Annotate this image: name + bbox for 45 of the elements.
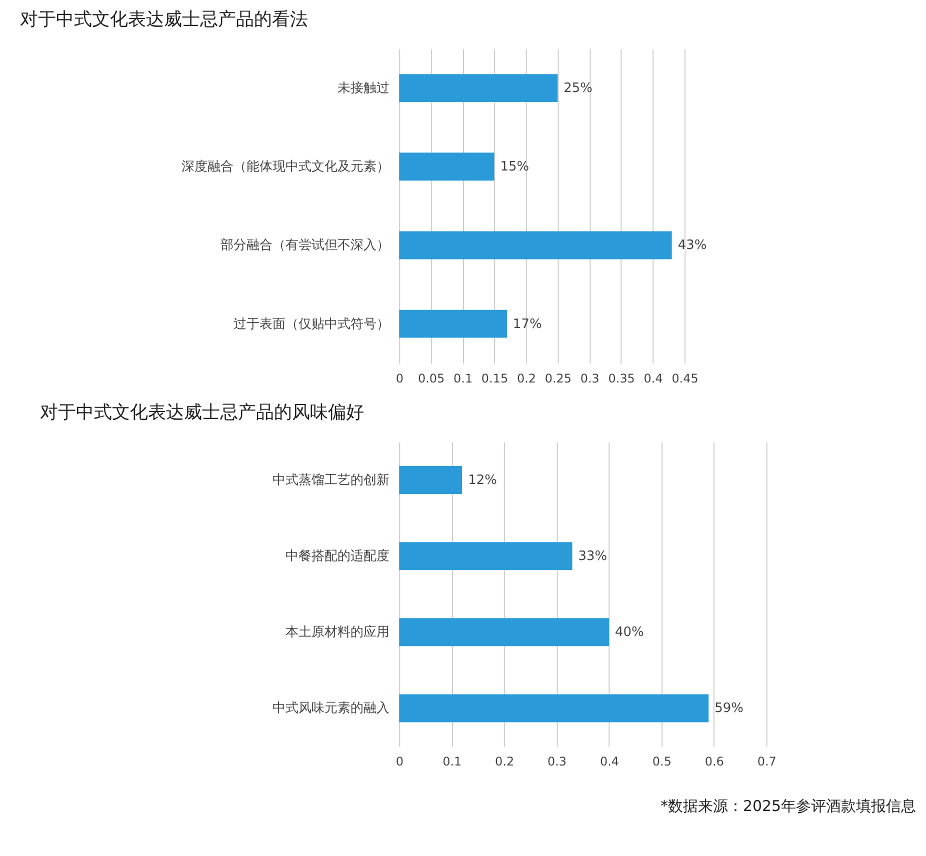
x-tick-label: 0.2: [495, 754, 514, 769]
x-tick-label: 0.3: [547, 754, 567, 769]
y-tick-label: 中式风味元素的融入: [272, 701, 390, 716]
x-tick-label: 0.4: [644, 372, 663, 386]
x-tick-label: 0: [396, 754, 404, 769]
x-tick-label: 0: [396, 372, 404, 386]
bar: [399, 542, 572, 570]
bar: [399, 231, 672, 260]
bar: [399, 466, 462, 494]
x-tick-label: 0.2: [516, 372, 536, 386]
text: 对于中式文化表达威士忌产品的风味偏好: [40, 402, 364, 423]
x-tick-label: 0.5: [652, 754, 672, 769]
x-tick-label: 0.6: [704, 754, 724, 769]
x-tick-label: 0.25: [544, 372, 572, 386]
y-tick-label: 本土原材料的应用: [286, 624, 390, 640]
data-label: 43%: [678, 238, 707, 254]
data-label: 17%: [512, 316, 542, 332]
x-tick-label: 0.45: [672, 372, 698, 386]
data-label: 40%: [614, 625, 644, 640]
x-tick-label: 0.1: [454, 372, 473, 386]
data-label: 15%: [500, 160, 530, 175]
data-label: 33%: [578, 549, 608, 564]
y-tick-label: 未接触过: [338, 81, 390, 96]
x-tick-label: 0.7: [757, 754, 776, 769]
y-tick-label: 深度融合（能体现中式文化及元素）: [182, 158, 390, 175]
x-tick-label: 0.15: [481, 372, 508, 386]
bar: [399, 152, 494, 181]
y-tick-label: 中式蒸馏工艺的创新: [272, 472, 390, 488]
data-label: 25%: [564, 81, 592, 96]
x-tick-label: 0.05: [418, 372, 445, 386]
y-tick-label: 过于表面（仅贴中式符号）: [234, 316, 390, 332]
x-tick-label: 0.35: [608, 372, 635, 386]
x-tick-label: 0.4: [600, 754, 619, 769]
x-tick-label: 0.3: [580, 372, 600, 386]
x-tick-label: 0.1: [442, 754, 462, 769]
bar: [399, 310, 507, 338]
bar: [399, 618, 609, 646]
data-label: 12%: [468, 472, 497, 488]
y-tick-label: 中餐搭配的适配度: [286, 548, 390, 564]
bar: [399, 74, 558, 102]
y-tick-label: 部分融合（有尝试但不深入）: [220, 238, 390, 254]
bar: [399, 694, 709, 722]
data-label: 59%: [714, 701, 744, 716]
text: 对于中式文化表达威士忌产品的看法: [20, 8, 308, 30]
text: *数据来源：2025年参评酒款填报信息: [660, 797, 916, 816]
